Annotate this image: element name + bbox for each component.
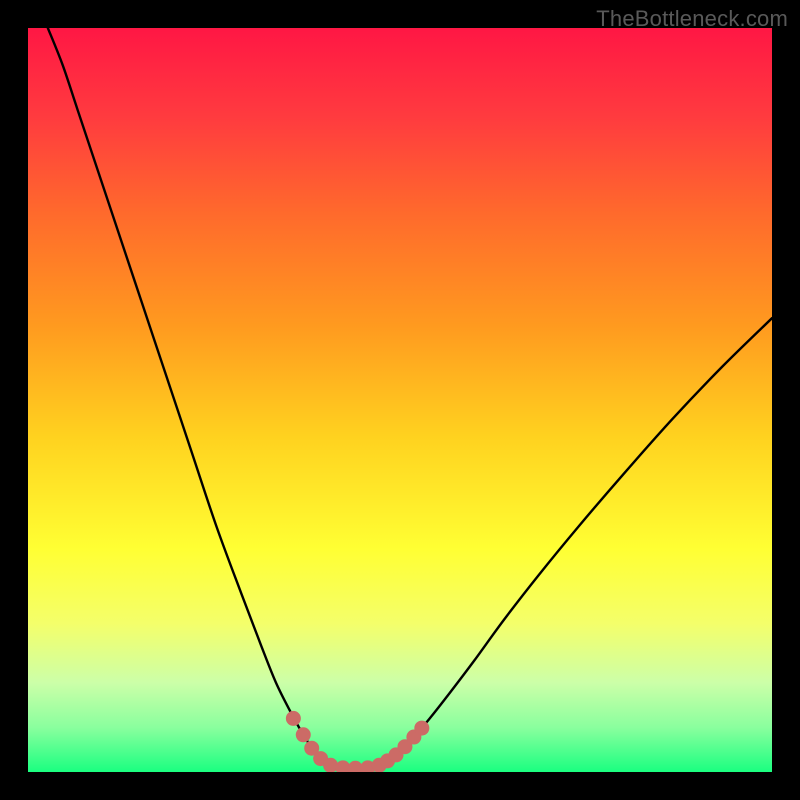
chart-container: TheBottleneck.com bbox=[0, 0, 800, 800]
plot-area bbox=[28, 28, 772, 772]
data-marker bbox=[286, 711, 301, 726]
gradient-background bbox=[28, 28, 772, 772]
data-marker bbox=[296, 727, 311, 742]
data-marker bbox=[414, 721, 429, 736]
watermark-text: TheBottleneck.com bbox=[596, 6, 788, 32]
bottleneck-curve-chart bbox=[28, 28, 772, 772]
